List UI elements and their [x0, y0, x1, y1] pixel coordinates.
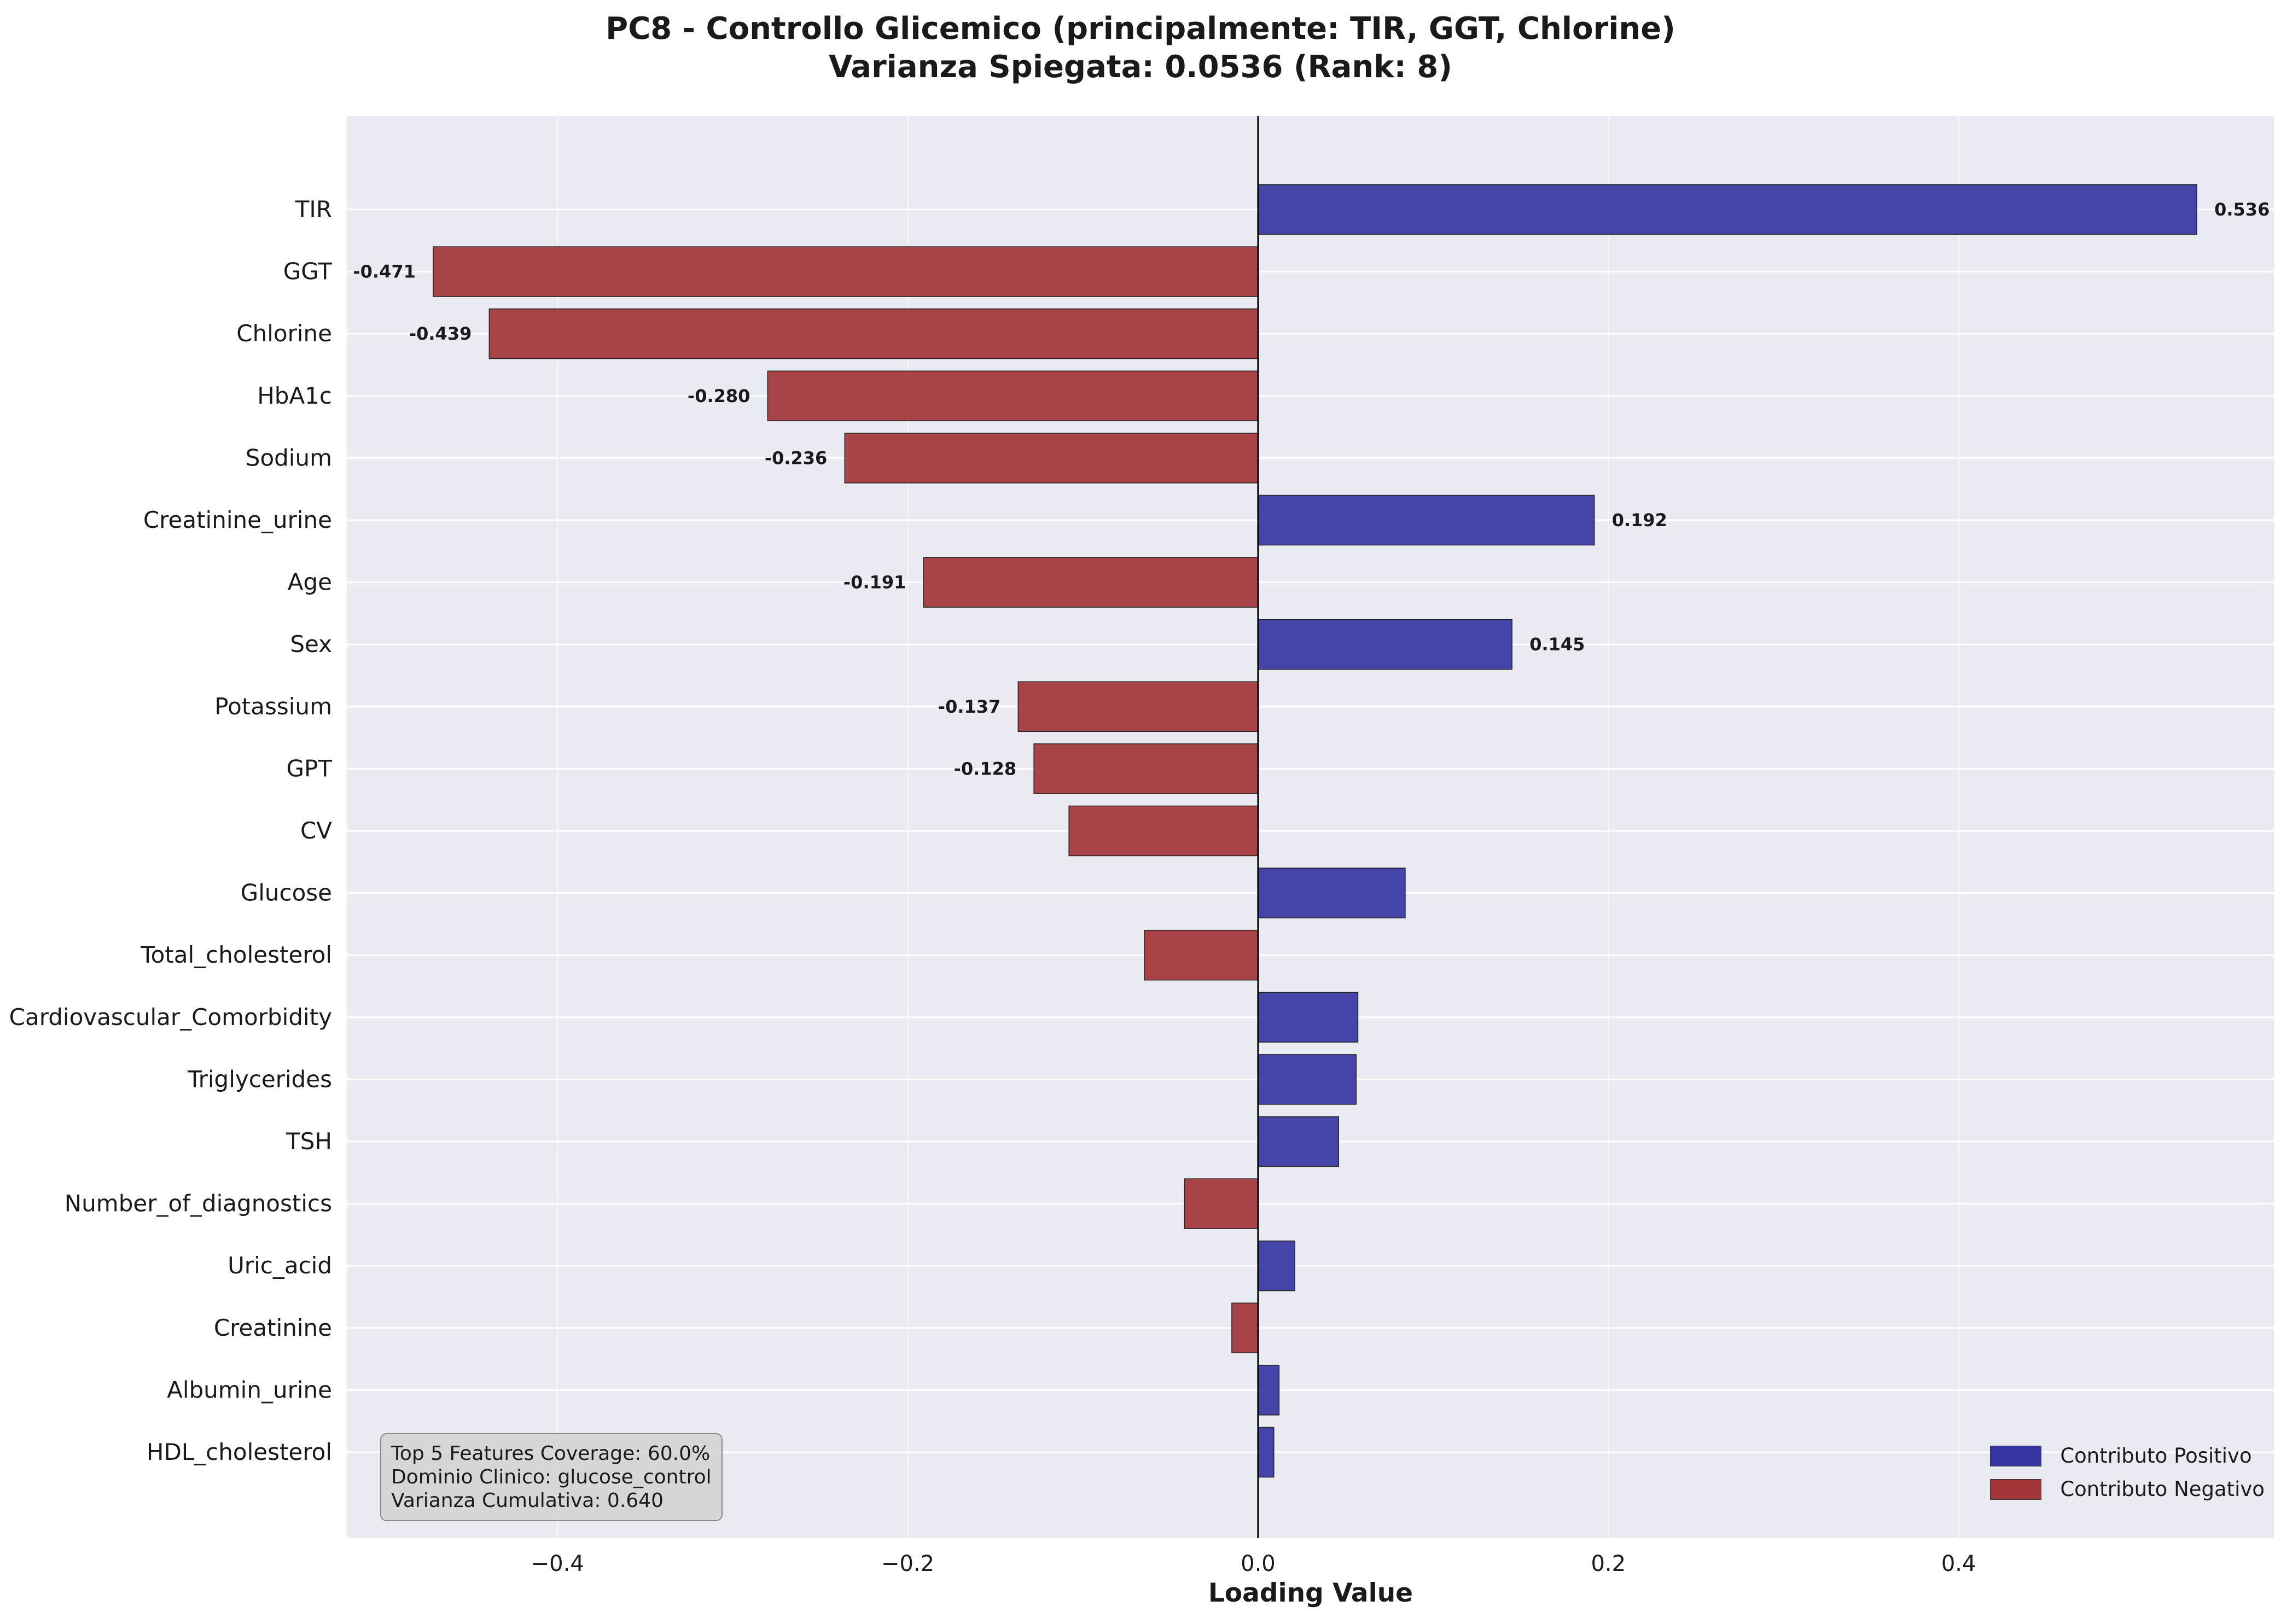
- legend-item-negative: Contributo Negativo: [1990, 1477, 2265, 1501]
- bar: [1258, 1365, 1280, 1416]
- y-tick-label: Creatinine: [214, 1314, 332, 1341]
- x-tick-label: −0.2: [881, 1551, 934, 1576]
- bars: [433, 184, 2197, 1478]
- data-label: -0.471: [353, 261, 416, 282]
- y-tick-label: Albumin_urine: [167, 1376, 332, 1403]
- y-tick-label: Glucose: [241, 880, 332, 906]
- x-tick-label: 0.2: [1591, 1551, 1626, 1576]
- y-tick-label: CV: [300, 817, 332, 844]
- x-axis-label: Loading Value: [1208, 1578, 1413, 1608]
- info-box: Top 5 Features Coverage: 60.0% Dominio C…: [380, 1433, 723, 1521]
- bar: [1258, 619, 1512, 670]
- chart-title-line1: PC8 - Controllo Glicemico (principalment…: [606, 11, 1675, 46]
- bar: [1258, 1427, 1275, 1478]
- y-tick-label: Potassium: [214, 693, 332, 720]
- legend-swatch-positive: [1990, 1445, 2042, 1466]
- y-tick-label: TIR: [295, 196, 332, 223]
- x-tick-labels: −0.4 −0.2 0.0 0.2 0.4: [531, 1551, 1976, 1576]
- data-label: 0.145: [1529, 634, 1585, 655]
- chart-title: PC8 - Controllo Glicemico (principalment…: [0, 10, 2281, 86]
- data-label: -0.439: [409, 323, 472, 344]
- bar: [1258, 184, 2197, 235]
- bar: [1258, 992, 1359, 1043]
- data-label: 0.192: [1612, 510, 1667, 531]
- y-tick-label: Number_of_diagnostics: [65, 1190, 332, 1217]
- bar: [1033, 743, 1259, 794]
- y-tick-label: TSH: [286, 1128, 332, 1155]
- bar: [1184, 1178, 1259, 1229]
- y-tick-label: Age: [288, 569, 332, 596]
- y-tick-label: HbA1c: [257, 382, 332, 409]
- bar: [923, 557, 1259, 608]
- info-cumulative-variance: Varianza Cumulativa: 0.640: [391, 1489, 664, 1512]
- legend-label-positive: Contributo Positivo: [2060, 1444, 2252, 1468]
- y-tick-label: Sodium: [246, 444, 332, 471]
- legend-item-positive: Contributo Positivo: [1990, 1444, 2265, 1468]
- y-tick-label: Chlorine: [236, 320, 332, 347]
- y-tick-label: Uric_acid: [228, 1252, 332, 1279]
- y-tick-label: HDL_cholesterol: [147, 1439, 332, 1465]
- legend-label-negative: Contributo Negativo: [2060, 1477, 2265, 1501]
- bar: [1017, 681, 1259, 732]
- bar: [844, 433, 1259, 484]
- y-tick-label: GPT: [286, 755, 332, 782]
- bar: [1144, 929, 1259, 981]
- info-domain: Dominio Clinico: glucose_control: [391, 1466, 712, 1488]
- data-label: 0.536: [2214, 199, 2270, 220]
- y-tick-label: Sex: [290, 631, 332, 657]
- info-coverage: Top 5 Features Coverage: 60.0%: [391, 1442, 711, 1465]
- data-label: -0.137: [938, 696, 1001, 717]
- bar: [1258, 1054, 1357, 1105]
- x-tick-label: 0.0: [1241, 1551, 1276, 1576]
- bar: [1231, 1302, 1259, 1354]
- y-tick-label: Creatinine_urine: [143, 507, 332, 533]
- data-labels: 0.536 -0.471 -0.439 -0.280 -0.236 0.192 -0.191…: [353, 199, 2270, 779]
- bar: [433, 246, 1259, 297]
- data-label: -0.128: [954, 758, 1017, 779]
- data-label: -0.280: [688, 386, 750, 406]
- bar: [767, 370, 1259, 422]
- chart-title-line2: Varianza Spiegata: 0.0536 (Rank: 8): [829, 49, 1452, 85]
- y-tick-label: Total_cholesterol: [140, 941, 332, 968]
- y-tick-label: Triglycerides: [187, 1066, 332, 1092]
- bar: [1258, 494, 1595, 546]
- legend-swatch-negative: [1990, 1479, 2042, 1500]
- bar: [488, 308, 1259, 359]
- data-label: -0.191: [843, 572, 906, 593]
- x-tick-label: −0.4: [531, 1551, 584, 1576]
- bar: [1258, 1240, 1295, 1291]
- y-tick-label: GGT: [283, 258, 333, 285]
- y-tick-label: Cardiovascular_Comorbidity: [9, 1004, 332, 1031]
- bar: [1068, 805, 1259, 857]
- bar: [1258, 1116, 1339, 1167]
- y-tick-labels: TIR GGT Chlorine HbA1c Sodium Creatinine_urin…: [9, 196, 333, 1465]
- legend: Contributo Positivo Contributo Negativo: [1990, 1444, 2265, 1511]
- x-tick-label: 0.4: [1941, 1551, 1976, 1576]
- data-label: -0.236: [765, 447, 828, 468]
- bar: [1258, 868, 1406, 918]
